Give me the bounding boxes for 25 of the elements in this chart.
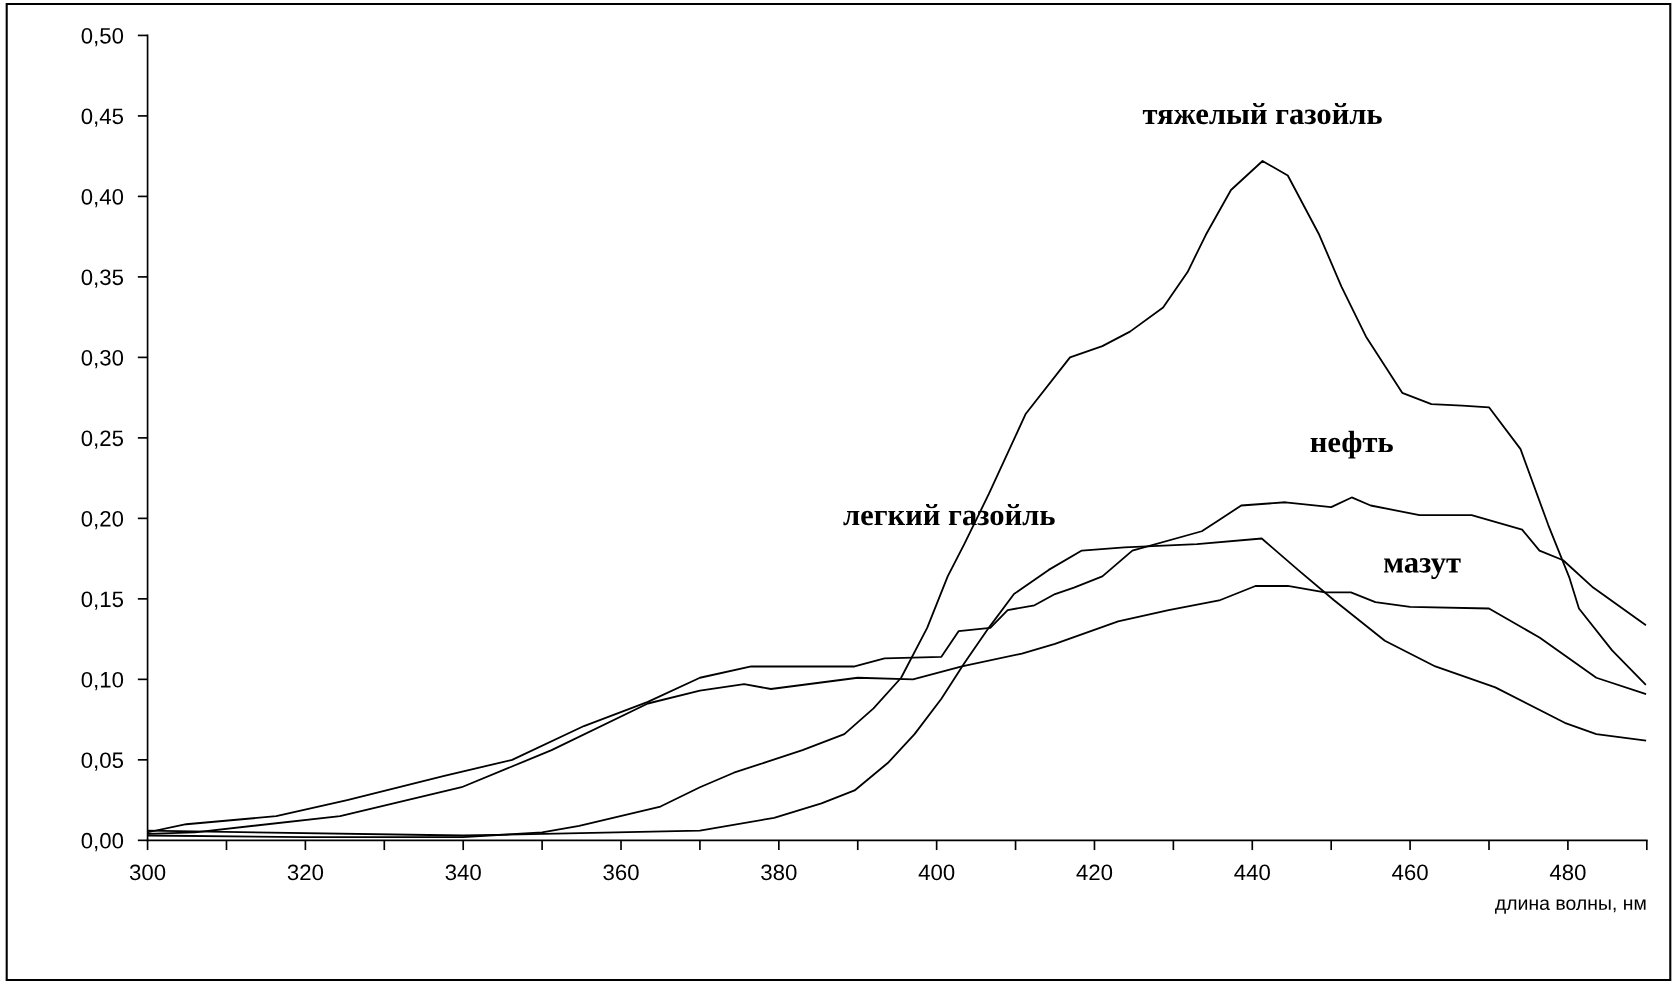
y-tick-label: 0,45 [81, 108, 124, 127]
y-tick-label: 0,25 [81, 430, 124, 449]
x-tick-label: 300 [129, 864, 166, 881]
x-tick-label: 460 [1392, 864, 1428, 881]
series-label: тяжелый газойль [1142, 102, 1382, 125]
x-tick-label: 340 [445, 864, 481, 881]
y-tick-label: 0,20 [81, 510, 124, 530]
series-label: нефть [1310, 430, 1393, 459]
y-tick-label: 0,30 [81, 349, 124, 369]
x-tick-label: 420 [1076, 864, 1113, 881]
y-tick-label: 0,00 [81, 832, 124, 852]
x-axis-title: длина волны, нм [1495, 899, 1646, 914]
x-tick-label: 320 [287, 864, 324, 881]
y-tick-label: 0,40 [81, 188, 124, 208]
y-tick-label: 0,50 [81, 27, 124, 47]
x-tick-label: 380 [761, 864, 797, 881]
y-tick-label: 0,05 [81, 752, 124, 771]
x-tick-label: 360 [603, 864, 639, 881]
x-tick-label: 400 [918, 864, 955, 881]
series-label: мазут [1384, 558, 1461, 580]
x-tick-label: 440 [1234, 864, 1270, 881]
y-tick-label: 0,10 [81, 671, 124, 691]
y-tick-label: 0,35 [81, 269, 124, 288]
y-tick-label: 0,15 [81, 591, 124, 610]
x-tick-label: 480 [1549, 864, 1586, 881]
